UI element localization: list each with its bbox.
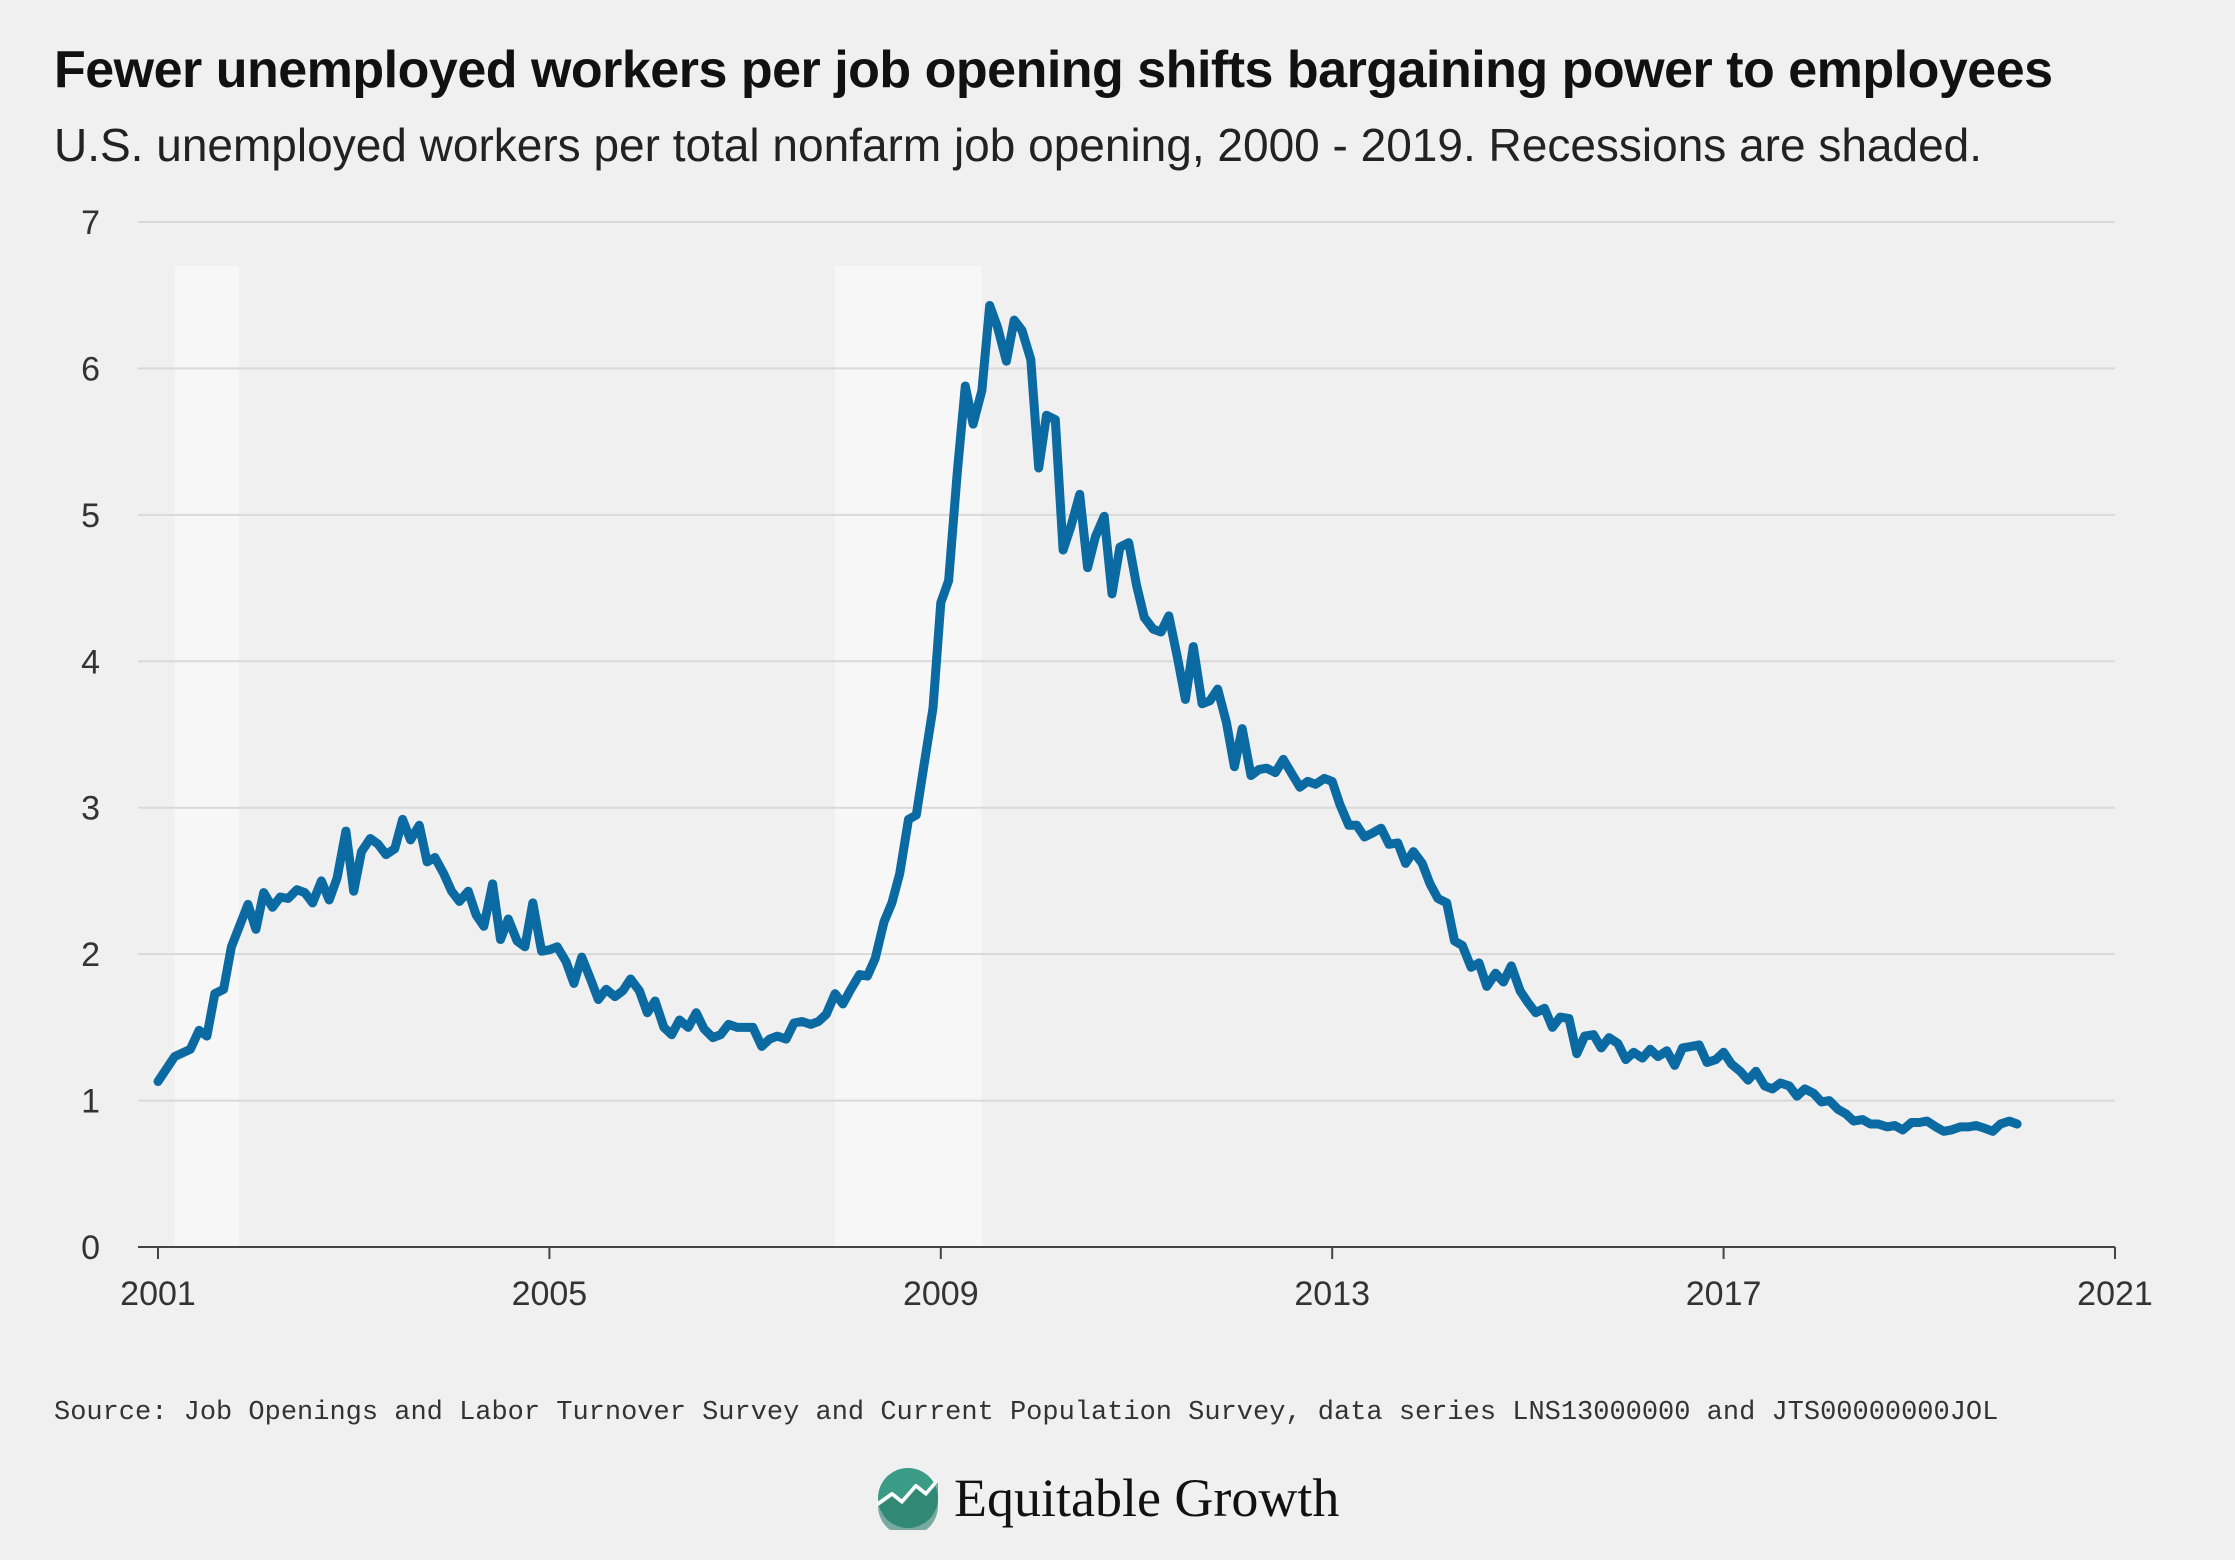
- series-line: [153, 301, 2022, 1136]
- chart-title: Fewer unemployed workers per job opening…: [54, 41, 2053, 99]
- y-tick-label: 2: [81, 936, 100, 974]
- y-tick-label: 3: [81, 790, 100, 828]
- x-tick-label: 2005: [512, 1275, 588, 1313]
- y-tick-label: 5: [81, 497, 100, 535]
- recession-band: [174, 265, 240, 1247]
- x-tick-label: 2013: [1294, 1275, 1370, 1313]
- chart-subtitle: U.S. unemployed workers per total nonfar…: [54, 119, 1983, 171]
- brand-logo: Equitable Growth: [876, 1466, 1339, 1530]
- line-chart: 0 1 2 3 4 5 6 7 2001 2005 2009 2013 2017 2021: [81, 204, 2153, 1313]
- y-tick-label: 7: [81, 204, 100, 242]
- x-tick-label: 2001: [120, 1275, 196, 1313]
- x-tick-label: 2017: [1686, 1275, 1762, 1313]
- y-tick-label: 4: [81, 643, 100, 681]
- x-tick-label: 2021: [2077, 1275, 2153, 1313]
- y-tick-label: 0: [81, 1229, 100, 1267]
- y-tick-label: 6: [81, 350, 100, 388]
- x-tick-label: 2009: [903, 1275, 979, 1313]
- source-note: Source: Job Openings and Labor Turnover …: [54, 1398, 1999, 1428]
- y-tick-label: 1: [81, 1083, 100, 1121]
- brand-name: Equitable Growth: [954, 1468, 1340, 1528]
- growth-logo-icon: [876, 1468, 940, 1530]
